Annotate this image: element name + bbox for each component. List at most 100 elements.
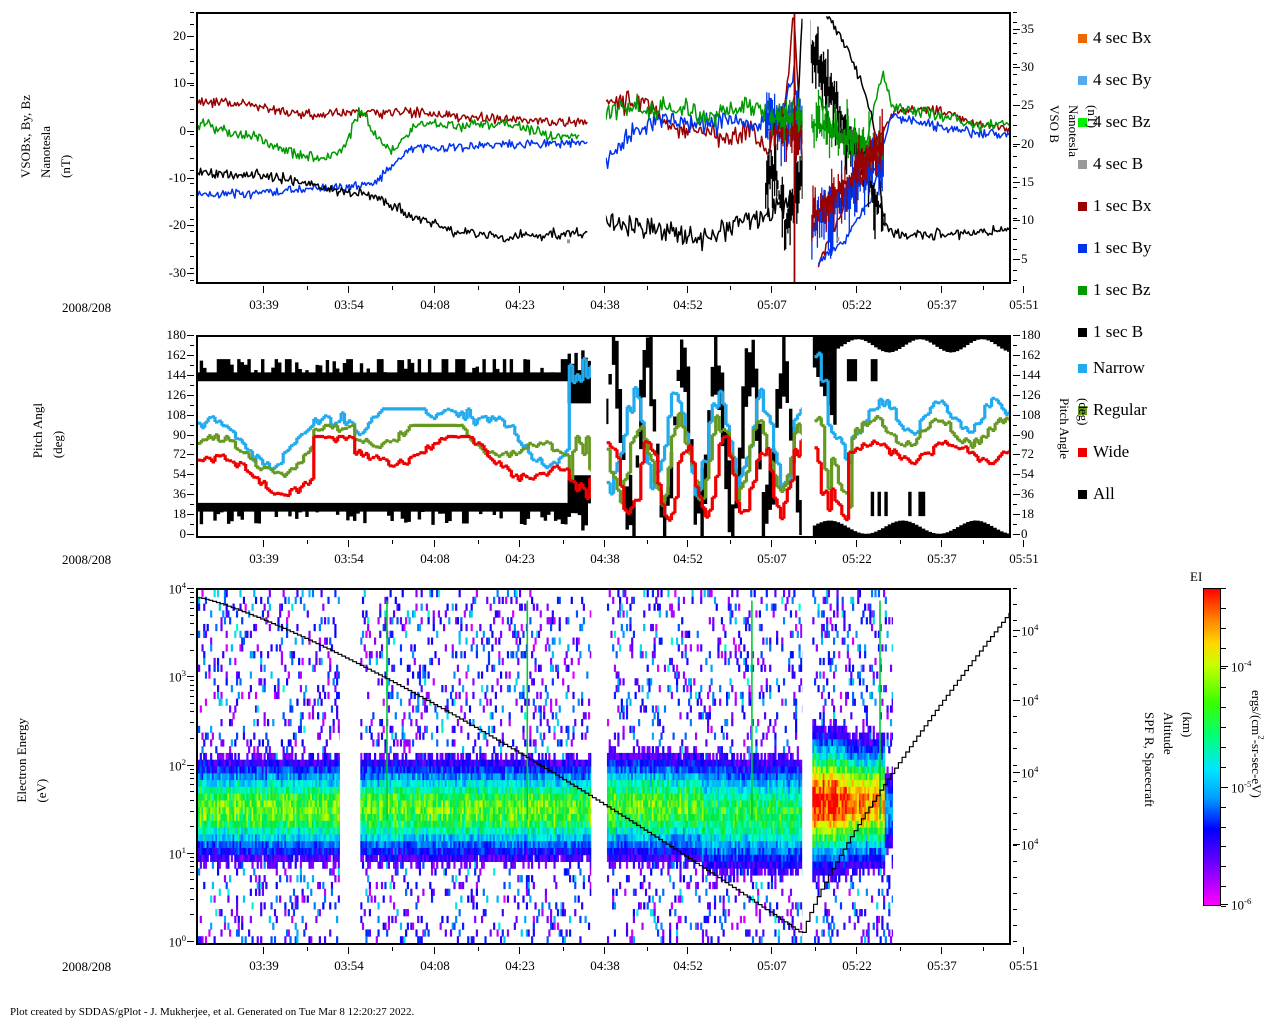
legend-swatch-icon [1078, 75, 1087, 85]
x-axis-tick-mark [771, 540, 772, 547]
colorbar [1203, 588, 1221, 906]
x-axis-minor-tick [814, 947, 816, 951]
axis-minor-tick [1013, 484, 1017, 486]
x-axis-tick-label: 05:07 [757, 551, 787, 566]
colorbar-minor-tick [1221, 806, 1226, 808]
x-axis-minor-tick [392, 286, 393, 290]
colorbar-minor-tick [1221, 766, 1226, 768]
axis-minor-tick [190, 194, 194, 196]
colorbar-title: EI [1190, 568, 1202, 586]
colorbar-minor-tick [1221, 906, 1226, 907]
axis-minor-tick [1013, 146, 1017, 147]
colorbar-units-exp: 2 [1256, 735, 1267, 740]
pitch-angle-y-tick-label: 0 [179, 526, 187, 541]
magnetic-field-plot-frame [196, 12, 1011, 284]
mag-right-title-line-3: (nT) [1085, 105, 1100, 129]
axis-tick-mark [187, 764, 194, 766]
axis-minor-tick [1013, 524, 1017, 526]
axis-minor-tick [1013, 228, 1017, 230]
axis-minor-tick [190, 791, 194, 793]
x-axis-minor-tick [392, 947, 393, 951]
colorbar-minor-tick [1221, 687, 1226, 689]
legend-label: 4 sec By [1093, 70, 1152, 89]
colorbar-minor-tick [1221, 707, 1226, 709]
x-axis-tick-mark [519, 286, 520, 293]
axis-tick-mark [1013, 414, 1020, 416]
axis-minor-tick [190, 364, 194, 366]
axis-minor-tick [1013, 652, 1017, 654]
pitch-angle-y-tick-label: 90 [173, 426, 186, 442]
x-axis-minor-tick [730, 286, 731, 290]
x-axis-tick-mark [771, 947, 772, 954]
axis-minor-tick [1013, 63, 1017, 65]
x-axis-tick-label: 04:23 [505, 958, 535, 973]
axis-tick-mark [187, 35, 194, 37]
axis-tick-mark [1013, 534, 1020, 535]
axis-minor-tick [190, 722, 194, 724]
axis-tick-mark [187, 494, 194, 496]
mag-right-title-line-1: VSO B [1047, 105, 1062, 143]
axis-minor-tick [1013, 42, 1017, 44]
colorbar-title-text: EI [1190, 569, 1203, 584]
axis-minor-tick [190, 219, 194, 221]
axis-minor-tick [190, 121, 194, 123]
magnetic-field-left-ticks: 20 10 0 -10 -20 -30 [150, 12, 194, 284]
axis-tick-mark [187, 335, 194, 336]
axis-minor-tick [190, 614, 194, 616]
axis-minor-tick [190, 146, 194, 147]
axis-minor-tick [1013, 115, 1017, 117]
x-axis-minor-tick [477, 540, 479, 544]
x-axis-tick-mark [434, 947, 435, 954]
x-axis-tick-label: 03:39 [249, 958, 279, 973]
x-axis-minor-tick [477, 947, 479, 951]
x-axis-tick-mark [263, 947, 264, 954]
pitch-angle-y-tick-label: 144 [166, 366, 187, 382]
axis-minor-tick [1013, 860, 1017, 862]
legend-item-1-sec-bx: 1 sec Bx [1078, 196, 1152, 216]
x-axis-minor-tick [983, 540, 984, 544]
magnetic-field-y2-tick-label: 20 [1021, 135, 1034, 151]
colorbar-minor-tick [1221, 747, 1226, 748]
colorbar-minor-tick [1221, 647, 1226, 649]
axis-tick-mark [1013, 844, 1020, 845]
axis-minor-tick [190, 879, 194, 881]
pitch-angle-y2-tick-label: 54 [1021, 466, 1034, 482]
pitch-angle-y2-tick-label: 72 [1021, 446, 1034, 462]
x-axis-tick-label: 05:22 [842, 551, 872, 566]
axis-tick-mark [187, 225, 194, 227]
legend-label: 1 sec Bz [1093, 280, 1151, 299]
electron-spectrogram-plot-frame [196, 588, 1011, 945]
axis-minor-tick [190, 778, 194, 780]
axis-minor-tick [1013, 207, 1017, 209]
colorbar-minor-tick [1221, 846, 1226, 848]
magnetic-field-x-ticks: 03:39 03:54 04:08 04:23 04:38 04:52 05:07 05:22… [196, 286, 1039, 316]
x-axis-tick-label: 05:37 [927, 551, 957, 566]
axis-tick-mark [187, 941, 194, 942]
colorbar-minor-tick [1221, 886, 1226, 888]
axis-minor-tick [190, 231, 194, 233]
colorbar-gradient [1204, 589, 1220, 905]
magnetic-field-y2-tick-label: 25 [1021, 97, 1034, 113]
axis-tick-mark [1013, 494, 1020, 496]
legend-swatch-icon [1078, 405, 1087, 415]
x-axis-tick-label: 05:07 [757, 297, 787, 312]
axis-minor-tick [1013, 176, 1017, 178]
axis-tick-mark [187, 374, 194, 376]
x-axis-tick-mark [1023, 286, 1024, 293]
legend-label: Regular [1093, 400, 1147, 419]
x-axis-minor-tick [477, 286, 479, 290]
axis-minor-tick [1013, 588, 1017, 589]
axis-minor-tick [1013, 828, 1017, 830]
x-axis-tick-label: 04:08 [420, 958, 450, 973]
axis-minor-tick [1013, 187, 1017, 189]
axis-minor-tick [1013, 668, 1017, 670]
axis-minor-tick [1013, 908, 1017, 910]
axis-tick-mark [1013, 143, 1020, 145]
axis-minor-tick [1013, 684, 1017, 686]
axis-minor-tick [1013, 812, 1017, 814]
axis-minor-tick [1013, 104, 1017, 106]
magnetic-field-y-tick-label: 20 [173, 27, 186, 43]
x-axis-tick-mark [771, 286, 772, 293]
colorbar-units-text: ergs/(cm2-sr-sec-eV) [1248, 690, 1266, 798]
